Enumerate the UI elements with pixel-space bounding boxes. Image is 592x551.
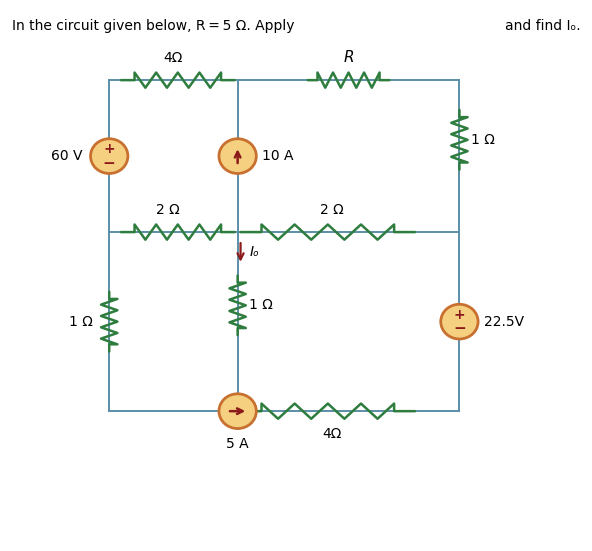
Circle shape <box>91 139 128 174</box>
Text: 2 Ω: 2 Ω <box>320 203 344 217</box>
Circle shape <box>441 304 478 339</box>
Circle shape <box>219 394 256 429</box>
Text: 2 Ω: 2 Ω <box>156 203 179 217</box>
Text: In the circuit given below, R = 5 Ω. Apply: In the circuit given below, R = 5 Ω. App… <box>12 19 294 33</box>
Text: R: R <box>343 50 354 65</box>
Circle shape <box>219 139 256 174</box>
Text: Iₒ: Iₒ <box>249 245 259 260</box>
Text: −: − <box>103 156 115 171</box>
Text: +: + <box>104 142 115 156</box>
Text: 4Ω: 4Ω <box>164 51 183 65</box>
Text: 5 A: 5 A <box>226 437 249 451</box>
Text: 4Ω: 4Ω <box>323 428 342 441</box>
Text: 1 Ω: 1 Ω <box>471 133 495 147</box>
Text: and find Iₒ.: and find Iₒ. <box>504 19 580 33</box>
Text: 1 Ω: 1 Ω <box>69 315 93 328</box>
Text: 22.5V: 22.5V <box>484 315 524 328</box>
Text: 1 Ω: 1 Ω <box>249 298 273 312</box>
Text: −: − <box>453 321 466 336</box>
Text: 10 A: 10 A <box>262 149 294 163</box>
Text: +: + <box>453 307 465 322</box>
Text: 60 V: 60 V <box>52 149 83 163</box>
